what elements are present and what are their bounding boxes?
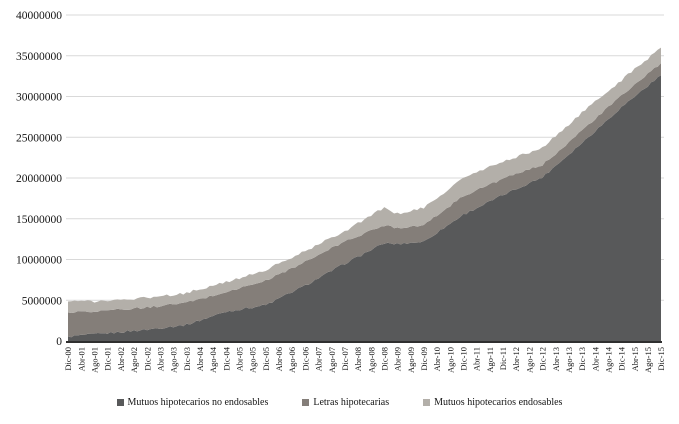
x-axis-label: Ago-13 <box>564 347 574 373</box>
x-axis-label: Abr-10 <box>432 347 442 371</box>
x-axis-label: Dic-00 <box>63 347 73 371</box>
x-axis-label: Dic-11 <box>498 347 508 370</box>
y-axis-label: 20000000 <box>16 173 62 185</box>
x-axis-label: Ago-11 <box>485 347 495 373</box>
x-axis-label: Abr-15 <box>630 347 640 371</box>
x-axis-label: Ago-02 <box>129 347 139 373</box>
x-axis-label: Abr-14 <box>590 346 600 371</box>
x-axis-label: Ago-10 <box>445 347 455 373</box>
x-axis-label: Abr-05 <box>235 347 245 371</box>
x-axis-label: Abr-02 <box>116 347 126 371</box>
y-axis-label: 30000000 <box>16 92 62 104</box>
x-axis-label: Dic-13 <box>577 347 587 371</box>
legend: Mutuos hipotecarios no endosables Letras… <box>0 397 679 408</box>
x-axis-label: Dic-08 <box>380 347 390 371</box>
x-axis-label: Dic-07 <box>340 347 350 371</box>
x-axis-label: Abr-07 <box>314 347 324 371</box>
x-axis-label: Abr-01 <box>76 347 86 371</box>
y-axis-label: 40000000 <box>16 10 62 22</box>
x-axis-label: Dic-15 <box>656 347 666 371</box>
x-axis-label: Dic-05 <box>261 347 271 371</box>
legend-swatch-no-endosables <box>116 399 124 406</box>
y-axis-label: 0 <box>56 336 62 348</box>
x-axis-label: Ago-06 <box>287 347 297 373</box>
x-axis-label: Dic-01 <box>103 347 113 371</box>
area-no-endosables <box>68 75 661 342</box>
x-axis-label: Ago-14 <box>604 346 614 373</box>
x-axis-label: Ago-08 <box>366 347 376 373</box>
x-axis-label: Dic-06 <box>300 347 310 371</box>
x-axis-label: Ago-07 <box>327 347 337 373</box>
x-axis-label: Ago-15 <box>643 347 653 373</box>
x-axis-label: Abr-12 <box>511 347 521 371</box>
x-axis-label: Ago-05 <box>248 347 258 373</box>
y-axis-label: 15000000 <box>16 214 62 226</box>
legend-item-no-endosables: Mutuos hipotecarios no endosables <box>116 397 269 408</box>
x-axis-label: Abr-06 <box>274 347 284 371</box>
x-axis-label: Dic-04 <box>221 346 231 370</box>
y-axis-label: 5000000 <box>22 295 63 307</box>
legend-item-endosables: Mutuos hipotecarios endosables <box>423 397 562 408</box>
y-axis-label: 10000000 <box>16 255 62 267</box>
legend-label-letras: Letras hipotecarias <box>313 397 390 408</box>
x-axis-label: Abr-09 <box>393 347 403 371</box>
x-axis-label: Abr-04 <box>195 346 205 371</box>
legend-label-no-endosables: Mutuos hipotecarios no endosables <box>127 397 269 408</box>
x-axis-label: Dic-14 <box>617 346 627 370</box>
x-axis-label: Abr-11 <box>472 347 482 371</box>
legend-swatch-letras <box>302 399 310 406</box>
x-axis-label: Dic-09 <box>419 347 429 371</box>
x-axis-label: Ago-04 <box>208 346 218 373</box>
legend-item-letras: Letras hipotecarias <box>302 397 389 408</box>
x-axis-label: Dic-03 <box>182 347 192 371</box>
y-axis-label: 25000000 <box>16 132 62 144</box>
y-axis-label: 35000000 <box>16 51 62 63</box>
x-axis-label: Dic-10 <box>459 347 469 371</box>
legend-label-endosables: Mutuos hipotecarios endosables <box>434 397 563 408</box>
x-axis-label: Abr-03 <box>155 347 165 371</box>
legend-swatch-endosables <box>423 399 431 406</box>
x-axis-label: Dic-02 <box>142 347 152 371</box>
x-axis-label: Ago-09 <box>406 347 416 373</box>
x-axis-label: Abr-08 <box>353 347 363 371</box>
x-axis-label: Ago-03 <box>169 347 179 373</box>
x-axis-label: Ago-12 <box>524 347 534 373</box>
x-axis-label: Dic-12 <box>538 347 548 371</box>
x-axis-label: Abr-13 <box>551 347 561 371</box>
x-axis-label: Ago-01 <box>90 347 100 373</box>
